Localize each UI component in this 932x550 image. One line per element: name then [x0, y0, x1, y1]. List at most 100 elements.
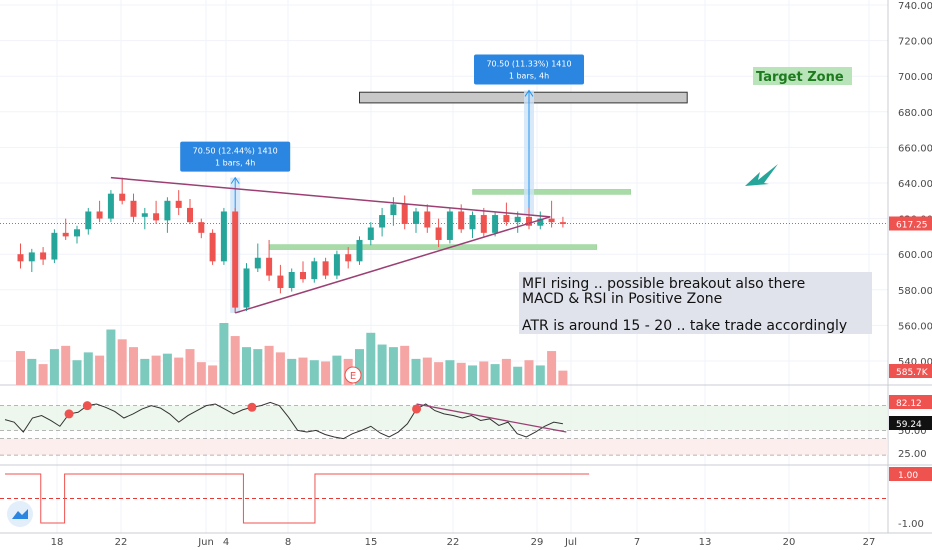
volume-bar	[253, 349, 262, 385]
candle-body	[210, 233, 216, 261]
price-tick-label: 660.00	[898, 143, 932, 154]
volume-bar	[152, 356, 161, 385]
volume-bar	[310, 360, 319, 385]
candle-body	[357, 240, 363, 261]
candle-body	[345, 254, 351, 261]
candle-body	[334, 254, 340, 275]
time-tick-label: 8	[285, 537, 291, 548]
earnings-marker-label: E	[350, 371, 356, 382]
volume-bar	[129, 347, 138, 385]
last-price-label: 617.25	[896, 220, 928, 230]
candle-body	[379, 215, 385, 227]
time-tick-label: 20	[783, 537, 796, 548]
mfi-dot	[412, 404, 421, 413]
time-tick-label: 15	[365, 537, 378, 548]
candle-body	[515, 217, 521, 222]
candle-body	[311, 261, 317, 279]
candle-body	[74, 229, 80, 236]
volume-bar	[457, 363, 466, 385]
candle-body	[277, 276, 283, 288]
time-tick-label: Jun	[197, 537, 214, 548]
lower-indicator-tick-label: -1.00	[898, 519, 924, 530]
volume-bar	[73, 360, 82, 385]
time-tick-label: 18	[51, 537, 64, 548]
candle-body	[232, 211, 238, 307]
measure-2-bars: 1 bars, 4h	[509, 71, 549, 80]
volume-bar	[276, 352, 285, 385]
volume-bar	[400, 346, 409, 385]
candle-body	[29, 252, 35, 261]
volume-bar	[16, 351, 25, 385]
volume-bar	[106, 330, 115, 385]
volume-bar	[378, 345, 387, 385]
volume-bar	[231, 336, 240, 385]
volume-bar	[242, 347, 251, 385]
candle-body	[63, 233, 69, 237]
volume-bar	[536, 365, 545, 385]
price-tick-label: 640.00	[898, 179, 932, 190]
volume-bar	[27, 359, 36, 385]
volume-bar	[140, 359, 149, 385]
candle-body	[40, 252, 46, 259]
time-tick-label: 29	[531, 537, 544, 548]
candle-body	[221, 211, 227, 261]
candle-body	[164, 201, 170, 221]
mfi-last-label: 59.24	[896, 420, 922, 430]
volume-bar	[118, 339, 127, 385]
time-tick-label: Jul	[564, 537, 577, 548]
candle-body	[368, 228, 374, 240]
volume-bar	[163, 354, 172, 385]
volume-bar	[174, 358, 183, 385]
time-tick-label: 13	[699, 537, 712, 548]
candle-body	[142, 213, 148, 217]
volume-badge-label: 585.7K	[896, 368, 929, 378]
price-tick-label: 580.00	[898, 286, 932, 297]
volume-bar	[219, 323, 228, 385]
volume-bar	[468, 365, 477, 385]
candle-body	[255, 258, 261, 269]
time-tick-label: 7	[634, 537, 640, 548]
price-tick-label: 740.00	[898, 1, 932, 12]
lower-indicator-panel	[0, 474, 888, 523]
measure-1-bars: 1 bars, 4h	[215, 159, 255, 168]
volume-bar	[525, 360, 534, 385]
time-tick-label: 22	[447, 537, 460, 548]
volume-bar	[434, 362, 443, 385]
candle-body	[18, 254, 24, 261]
price-tick-label: 720.00	[898, 37, 932, 48]
mfi-oversold-band	[0, 439, 888, 455]
candle-body	[97, 211, 103, 218]
volume-bar	[491, 364, 500, 385]
candle-body	[176, 201, 182, 208]
volume-bar	[197, 362, 206, 385]
volume-bar	[513, 367, 522, 385]
candle-body	[119, 194, 125, 201]
time-tick-label: 4	[223, 537, 229, 548]
volume-bar	[332, 356, 341, 385]
candle-body	[503, 215, 509, 222]
volume-bar	[502, 359, 511, 385]
mfi-panel	[0, 401, 888, 455]
candle-body	[266, 258, 272, 276]
candle-body	[187, 208, 193, 222]
volume-bar	[61, 346, 70, 385]
candle-body	[131, 201, 137, 217]
candle-body	[549, 219, 555, 223]
volume-bar	[547, 351, 556, 385]
support-level	[269, 245, 597, 250]
triangle-upper-line	[111, 178, 550, 217]
target-zone-box	[360, 92, 688, 103]
volume-bar	[50, 349, 59, 385]
volume-bar	[208, 365, 217, 385]
mfi-dot	[247, 403, 256, 412]
volume-bar	[366, 333, 375, 385]
measure-1-value: 70.50 (12.44%) 1410	[193, 147, 278, 156]
lower-indicator-badge-label: 1.00	[898, 471, 918, 481]
price-tick-label: 700.00	[898, 72, 932, 83]
candle-body	[108, 194, 114, 219]
candle-body	[470, 215, 476, 229]
candle-body	[413, 211, 419, 223]
mfi-dot	[83, 401, 92, 410]
time-tick-label: 27	[863, 537, 876, 548]
